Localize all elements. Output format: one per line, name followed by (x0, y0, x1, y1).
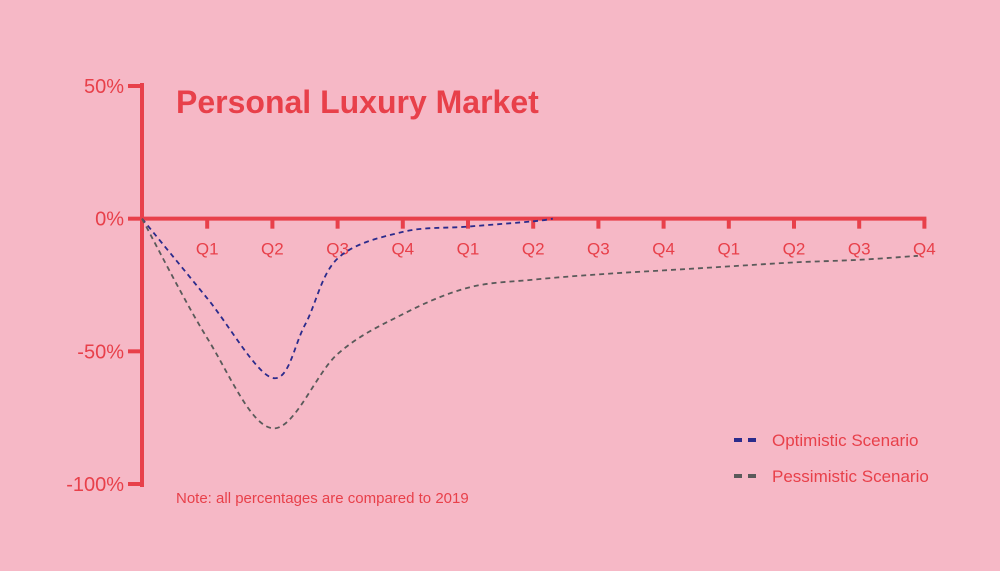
chart-title: Personal Luxury Market (176, 84, 539, 120)
legend-label: Pessimistic Scenario (772, 467, 929, 486)
series-line-pessimistic (141, 218, 918, 430)
x-tick-label: Q1 (196, 240, 219, 259)
series-line-optimistic (141, 217, 553, 379)
legend: Optimistic Scenario Pessimistic Scenario (734, 431, 929, 486)
series-lines (141, 217, 918, 430)
x-tick-label: Q2 (522, 240, 545, 259)
y-tick-label: -100% (66, 474, 124, 496)
x-tick-label: Q3 (848, 240, 871, 259)
x-tick-label: Q2 (261, 240, 284, 259)
x-tick-label: Q2 (783, 240, 806, 259)
y-tick-label: 50% (84, 76, 124, 98)
x-tick-label: Q3 (587, 240, 610, 259)
y-tick-label: 0% (95, 209, 124, 231)
legend-label: Optimistic Scenario (772, 431, 918, 450)
x-tick-label: Q4 (913, 240, 936, 259)
axes: 50% 0% -50% -100% Q1 Q2 Q3 Q4 Q1 Q2 Q3 Q4 Q1 Q2 Q3 Q4 (66, 76, 936, 496)
chart-note: Note: all percentages are compared to 20… (176, 490, 469, 507)
x-tick-label: Q4 (652, 240, 675, 259)
x-tick-label: Q4 (391, 240, 414, 259)
y-tick-label: -50% (77, 341, 124, 363)
x-tick-label: Q1 (717, 240, 740, 259)
x-tick-label: Q1 (457, 240, 480, 259)
x-tick-label: Q3 (326, 240, 349, 259)
